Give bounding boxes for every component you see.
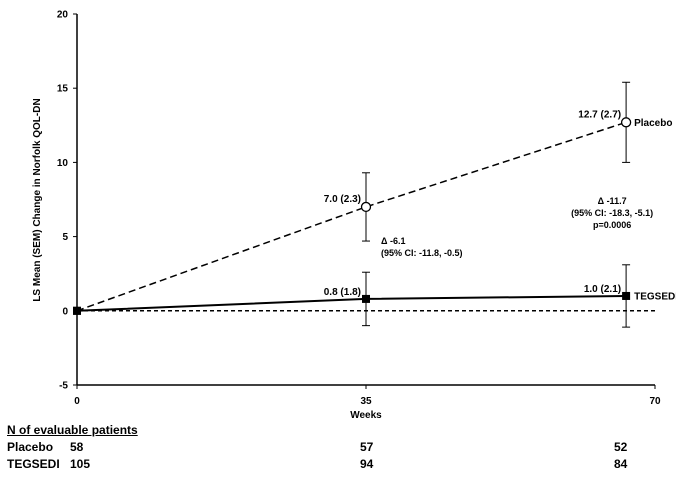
y-tick-label: -5 xyxy=(59,381,68,392)
x-tick-label: 0 xyxy=(74,396,80,407)
y-tick-label: 15 xyxy=(57,84,69,95)
table-cell: 52 xyxy=(614,440,628,454)
x-tick-label: 35 xyxy=(360,396,372,407)
y-tick-label: 0 xyxy=(62,306,68,317)
data-point-placebo xyxy=(620,117,632,128)
plot-area: -5 0 5 10 15 20 0 35 70 Δ -6.1 (95% CI: -11.8, -0.… xyxy=(57,10,676,408)
annotation-text: Δ -11.7 xyxy=(598,196,627,206)
data-label: 1.0 (2.1) xyxy=(584,284,621,295)
series-line-placebo xyxy=(76,121,627,312)
data-point-tegsedi xyxy=(362,294,370,303)
data-point-tegsedi xyxy=(622,291,631,300)
annotation-text: (95% CI: -18.3, -5.1) xyxy=(571,208,653,218)
table-cell: 105 xyxy=(70,457,91,471)
x-tick-label: 70 xyxy=(649,396,661,407)
table-title: N of evaluable patients xyxy=(7,423,138,437)
y-tick-label: 10 xyxy=(57,158,69,169)
table-cell: 58 xyxy=(70,440,84,454)
annotation-text: p=0.0006 xyxy=(593,220,631,230)
series-name-label: Placebo xyxy=(634,118,672,129)
data-point-placebo xyxy=(360,201,372,213)
table-cell: 84 xyxy=(614,457,628,471)
y-tick-label: 20 xyxy=(57,10,69,21)
table-row-tegsedi-label: TEGSEDI xyxy=(7,457,60,471)
annotation-text: Δ -6.1 xyxy=(381,236,405,246)
data-label: 0.8 (1.8) xyxy=(324,287,361,298)
table-row-placebo-label: Placebo xyxy=(7,440,54,454)
y-axis-label: LS Mean (SEM) Change in Norfolk QOL-DN xyxy=(32,98,43,301)
data-label: 7.0 (2.3) xyxy=(324,194,361,205)
table-cell: 94 xyxy=(360,457,374,471)
data-point-origin xyxy=(73,306,81,315)
x-axis-label: Weeks xyxy=(350,410,382,421)
table-cell: 57 xyxy=(360,440,374,454)
y-tick-label: 5 xyxy=(62,232,68,243)
annotation-text: (95% CI: -11.8, -0.5) xyxy=(381,248,463,258)
series-name-label: TEGSEDI xyxy=(634,291,676,302)
data-label: 12.7 (2.7) xyxy=(578,109,621,120)
